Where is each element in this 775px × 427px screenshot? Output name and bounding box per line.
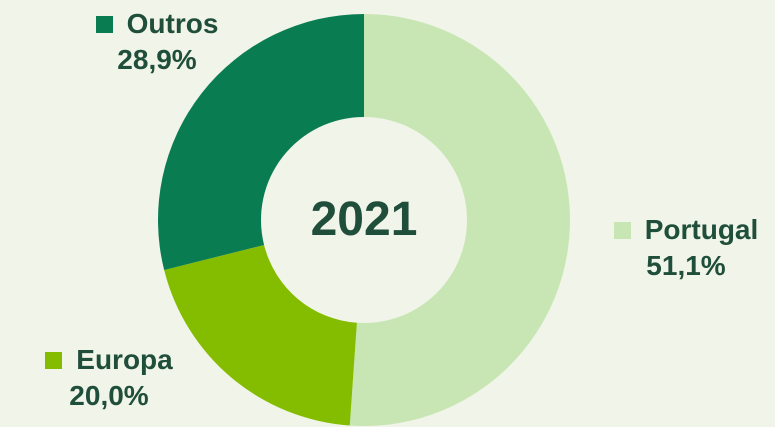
data-label-europa: 20,0% <box>69 380 149 411</box>
legend-europa: Europa 20,0% <box>14 342 204 414</box>
legend-outros: Outros 28,9% <box>62 6 252 78</box>
legend-swatch-outros <box>95 15 113 33</box>
donut-slices <box>157 14 571 426</box>
legend-label-europa: Europa <box>76 344 173 375</box>
slice-outros <box>157 14 364 270</box>
legend-label-outros: Outros <box>126 8 219 39</box>
legend-swatch-portugal <box>613 221 631 239</box>
data-label-portugal: 51,1% <box>646 250 726 281</box>
slice-europa <box>164 244 357 426</box>
legend-label-portugal: Portugal <box>644 214 759 245</box>
data-label-outros: 28,9% <box>117 44 197 75</box>
legend-portugal: Portugal 51,1% <box>598 212 774 284</box>
legend-swatch-europa <box>45 351 63 369</box>
center-label: 2021 <box>310 193 418 246</box>
slice-portugal <box>349 14 571 426</box>
